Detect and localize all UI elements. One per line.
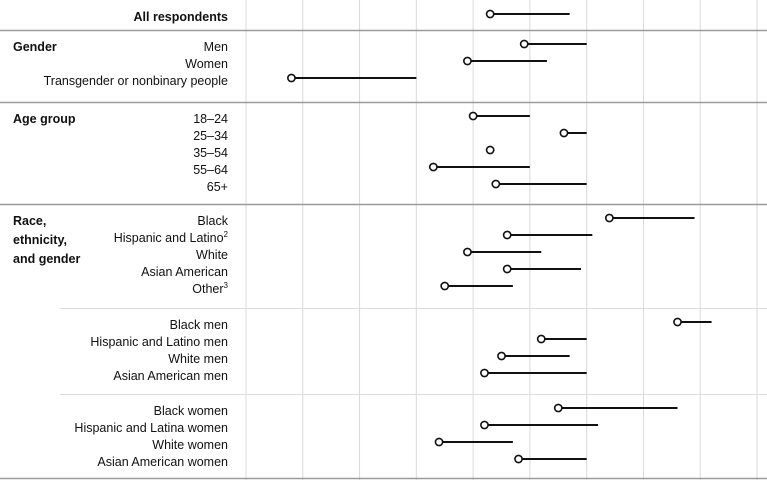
dumbbell-start-point [502, 264, 512, 274]
section-separators [0, 29, 767, 480]
dumbbell-start-point [480, 368, 489, 378]
dumbbell-start-point [434, 437, 444, 447]
dumbbell-start-point [491, 179, 501, 189]
row-label: Hispanic and Latina women [74, 421, 228, 435]
row-label: Asian American women [97, 455, 228, 469]
dumbbell-start-point [536, 334, 546, 344]
group-label: Gender [13, 40, 57, 54]
row-label: Black women [154, 404, 228, 418]
row-label: Women [185, 57, 228, 71]
dumbbell-start-point [463, 247, 472, 257]
dumbbell-start-point [485, 9, 495, 19]
dumbbell-start-point [604, 213, 614, 223]
dumbbell-start-point [468, 111, 478, 121]
row-label: Transgender or nonbinary people [44, 74, 228, 88]
dumbbell-marks [287, 9, 712, 464]
dumbbell-start-point [559, 128, 569, 138]
dumbbell-start-point [428, 162, 438, 172]
dumbbell-start-point [497, 351, 506, 361]
dumbbell-start-point [485, 145, 495, 155]
row-label: 55–64 [193, 163, 228, 177]
group-label: ethnicity, [13, 233, 67, 247]
row-label: 18–24 [193, 112, 228, 126]
row-label: Hispanic and Latino men [90, 335, 228, 349]
row-label: White [196, 248, 228, 262]
dumbbell-start-point [519, 39, 529, 49]
row-label: Black men [170, 318, 228, 332]
row-labels: All respondents Men Women Transgender or no… [44, 10, 229, 469]
dumbbell-start-point [480, 420, 489, 430]
group-label: and gender [13, 252, 81, 266]
dumbbell-start-point [502, 230, 512, 240]
dumbbell-start-point [553, 403, 563, 413]
row-label: 65+ [207, 180, 228, 194]
row-label: 25–34 [193, 129, 228, 143]
row-label: White men [168, 352, 228, 366]
dumbbell-start-point [287, 73, 296, 83]
row-label: Asian American [141, 265, 228, 279]
group-labels: Gender Age group Race, ethnicity, and gender [13, 40, 81, 266]
dumbbell-start-point [514, 454, 523, 464]
row-label: 35–54 [193, 146, 228, 160]
row-label: All respondents [134, 10, 229, 24]
dumbbell-start-point [673, 317, 682, 327]
grid [245, 0, 758, 480]
group-label: Age group [13, 112, 76, 126]
row-label: White women [152, 438, 228, 452]
row-label: Hispanic and Latino2 [114, 230, 229, 245]
dumbbell-start-point [440, 281, 450, 291]
row-label: Other3 [192, 281, 228, 296]
row-label: Asian American men [113, 369, 228, 383]
group-label: Race, [13, 214, 46, 228]
dumbbell-start-point [463, 56, 472, 66]
row-label: Black [197, 214, 228, 228]
row-label: Men [204, 40, 228, 54]
